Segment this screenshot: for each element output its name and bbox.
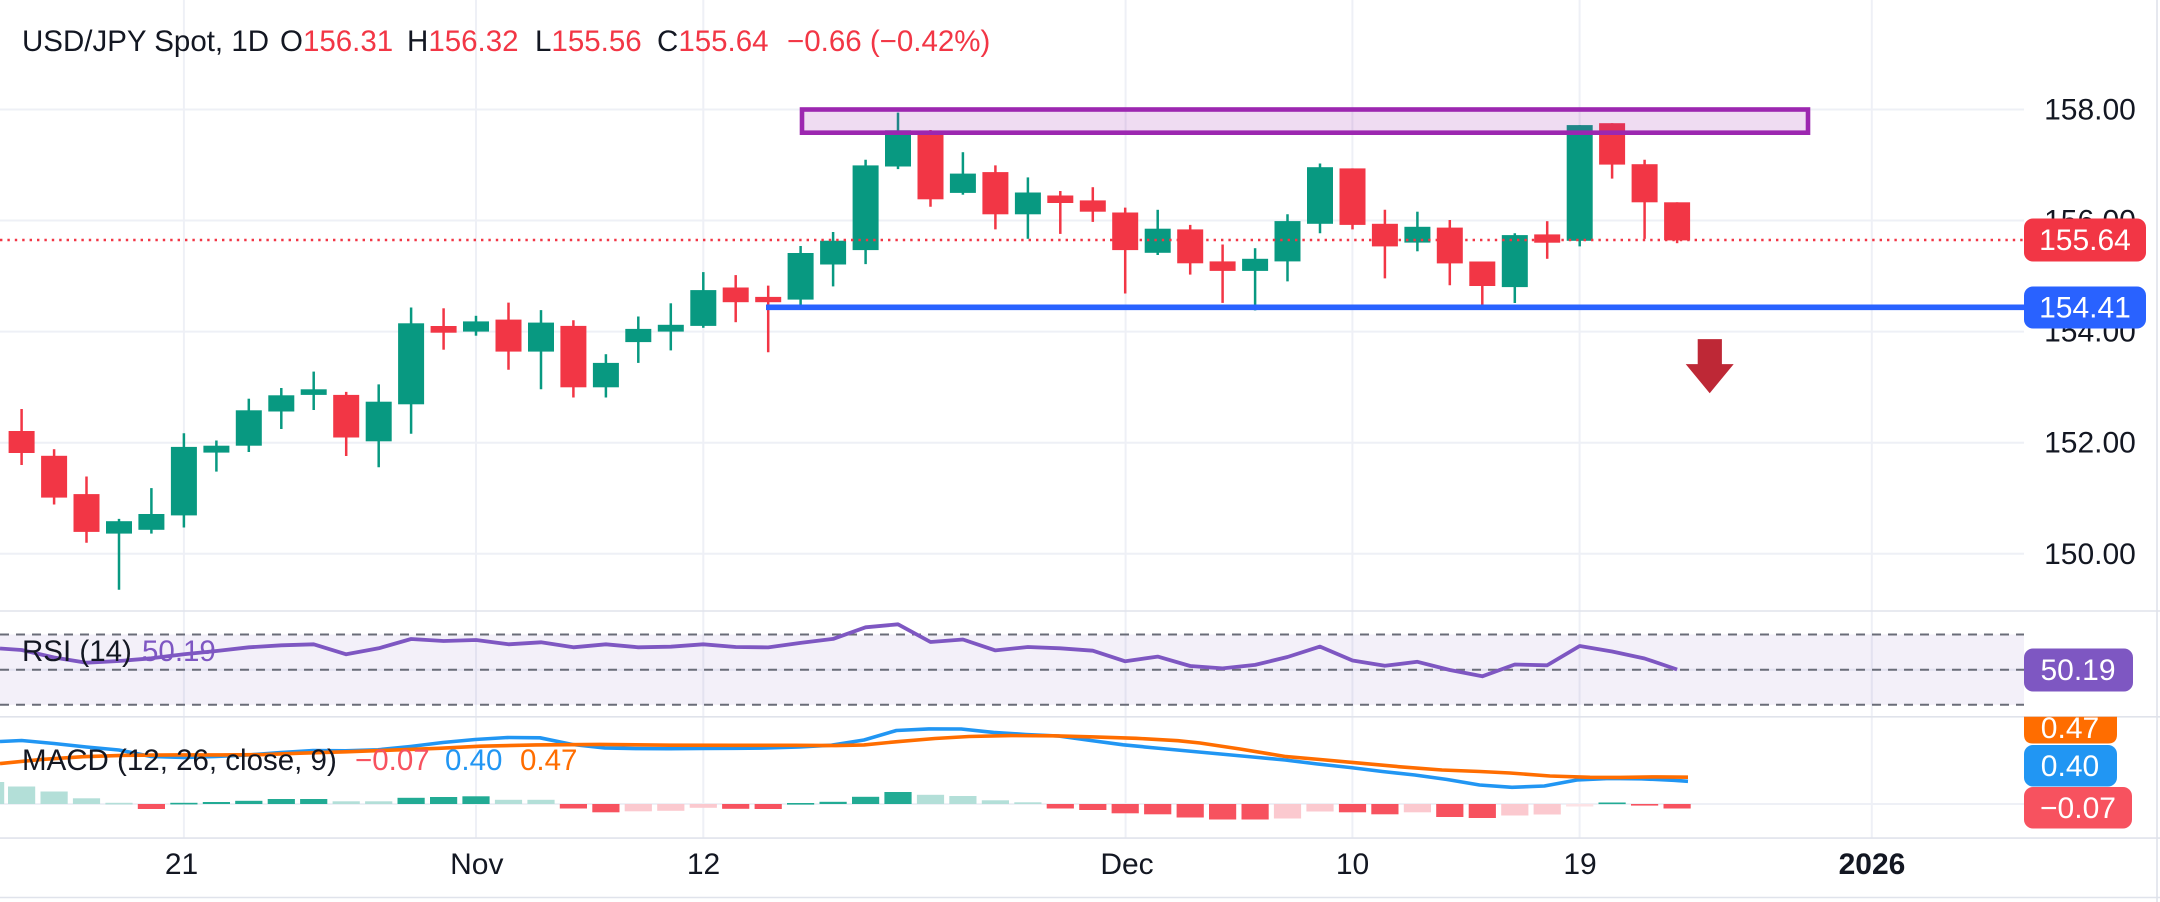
svg-text:154.41: 154.41	[2039, 292, 2131, 325]
svg-text:Nov: Nov	[450, 848, 503, 881]
svg-text:150.00: 150.00	[2044, 538, 2136, 571]
svg-text:155.64: 155.64	[2039, 224, 2131, 257]
svg-text:L155.56: L155.56	[535, 25, 642, 58]
svg-text:12: 12	[687, 848, 720, 881]
svg-text:19: 19	[1563, 848, 1596, 881]
svg-text:158.00: 158.00	[2044, 94, 2136, 127]
svg-text:50.19: 50.19	[142, 635, 216, 668]
svg-text:C155.64: C155.64	[657, 25, 769, 58]
svg-text:−0.07: −0.07	[2040, 792, 2116, 825]
svg-text:152.00: 152.00	[2044, 427, 2136, 460]
svg-text:RSI (14): RSI (14)	[22, 635, 132, 668]
svg-text:0.47: 0.47	[520, 744, 577, 777]
svg-text:MACD (12, 26, close, 9): MACD (12, 26, close, 9)	[22, 744, 337, 777]
svg-text:−0.66 (−0.42%): −0.66 (−0.42%)	[787, 25, 990, 58]
svg-text:0.47: 0.47	[2041, 712, 2099, 745]
svg-text:2026: 2026	[1839, 848, 1906, 881]
svg-text:USD/JPY Spot, 1D: USD/JPY Spot, 1D	[22, 25, 269, 58]
svg-text:H156.32: H156.32	[407, 25, 519, 58]
svg-text:Dec: Dec	[1100, 848, 1153, 881]
svg-text:21: 21	[165, 848, 198, 881]
svg-text:50.19: 50.19	[2040, 654, 2115, 687]
svg-text:10: 10	[1336, 848, 1369, 881]
svg-text:0.40: 0.40	[445, 744, 502, 777]
svg-text:−0.07: −0.07	[355, 744, 430, 777]
svg-text:0.40: 0.40	[2041, 750, 2099, 783]
svg-text:O156.31: O156.31	[280, 25, 393, 58]
